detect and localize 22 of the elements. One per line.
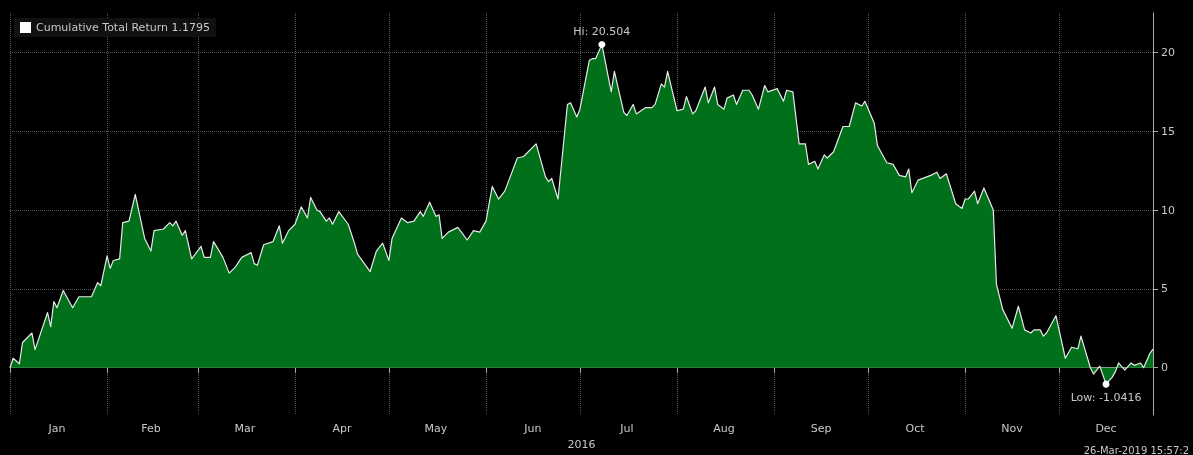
x-tick-label: Mar [234, 422, 256, 435]
x-tick-label: Jul [619, 422, 634, 435]
x-tick-label: Aug [713, 422, 735, 435]
x-tick-label: Jan [47, 422, 66, 435]
x-tick-label: Feb [141, 422, 161, 435]
text: 26-Mar-2019 15:57:2 [1083, 444, 1190, 455]
x-axis-title: 2016 [567, 438, 596, 451]
legend-label: Cumulative Total Return 1.1795 [36, 21, 210, 34]
y-tick-label: 5 [1161, 282, 1168, 296]
y-tick-label: 20 [1161, 45, 1175, 59]
y-tick-label: 15 [1161, 124, 1175, 138]
x-tick-label: May [424, 422, 448, 435]
x-tick-label: Apr [332, 422, 352, 435]
x-tick-label: Dec [1095, 422, 1117, 435]
annotation: Hi: 20.504 [573, 24, 631, 38]
y-tick-label: 10 [1161, 203, 1175, 217]
x-tick-label: Oct [905, 422, 926, 435]
x-tick-label: Sep [810, 422, 832, 435]
y-tick-label: 0 [1161, 361, 1168, 375]
x-tick-label: Jun [523, 422, 542, 435]
annotation: Low: -1.0416 [1070, 390, 1142, 404]
x-tick-label: Nov [1001, 422, 1024, 435]
